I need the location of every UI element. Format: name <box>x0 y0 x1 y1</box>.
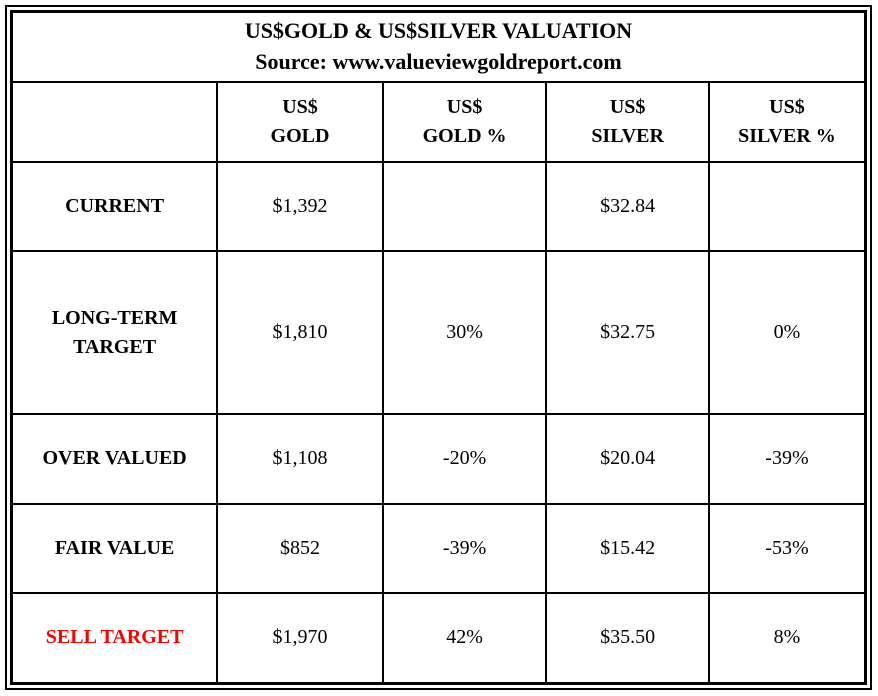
row-label: OVER VALUED <box>10 413 219 505</box>
gold-pct-value: -20% <box>381 413 548 505</box>
silver-value: $32.84 <box>545 160 710 252</box>
silver-value: $15.42 <box>545 502 710 594</box>
table-title: US$GOLD & US$SILVER VALUATION <box>244 17 633 43</box>
header-metric <box>10 80 219 163</box>
gold-pct-value: 30% <box>381 249 548 416</box>
table-row-over-valued: OVER VALUED $1,108 -20% $20.04 -39% <box>10 413 867 505</box>
row-label: FAIR VALUE <box>10 502 219 594</box>
table-row-fair-value: FAIR VALUE $852 -39% $15.42 -53% <box>10 502 867 594</box>
table-row-current: CURRENT $1,392 $32.84 <box>10 160 867 252</box>
silver-pct-value <box>707 160 867 252</box>
silver-pct-value: 8% <box>707 591 867 685</box>
row-label: LONG-TERM TARGET <box>10 249 219 416</box>
gold-pct-value <box>381 160 548 252</box>
gold-value: $1,970 <box>216 591 384 685</box>
header-gold-pct: US$ GOLD % <box>381 80 548 163</box>
header-silver-pct: US$ SILVER % <box>707 80 867 163</box>
header-silver: US$ SILVER <box>545 80 710 163</box>
silver-pct-value: -39% <box>707 413 867 505</box>
silver-pct-value: 0% <box>707 249 867 416</box>
row-label: SELL TARGET <box>10 591 219 685</box>
title-row: US$GOLD & US$SILVER VALUATION Source: ww… <box>10 10 867 83</box>
gold-pct-value: -39% <box>381 502 548 594</box>
gold-value: $1,392 <box>216 160 384 252</box>
silver-value: $20.04 <box>545 413 710 505</box>
gold-pct-value: 42% <box>381 591 548 685</box>
row-label: CURRENT <box>10 160 219 252</box>
gold-value: $1,810 <box>216 249 384 416</box>
gold-value: $1,108 <box>216 413 384 505</box>
header-gold: US$ GOLD <box>216 80 384 163</box>
table-source: Source: www.valueviewgoldreport.com <box>255 48 622 74</box>
table-row-sell-target: SELL TARGET $1,970 42% $35.50 8% <box>10 591 867 685</box>
valuation-table: US$GOLD & US$SILVER VALUATION Source: ww… <box>10 10 867 685</box>
silver-pct-value: -53% <box>707 502 867 594</box>
silver-value: $32.75 <box>545 249 710 416</box>
header-row: US$ GOLD US$ GOLD % US$ SILVER US$ SILVE… <box>10 80 867 163</box>
gold-value: $852 <box>216 502 384 594</box>
title-cell: US$GOLD & US$SILVER VALUATION Source: ww… <box>10 10 867 83</box>
table-outer-frame: US$GOLD & US$SILVER VALUATION Source: ww… <box>5 5 872 690</box>
silver-value: $35.50 <box>545 591 710 685</box>
table-row-long-term-target: LONG-TERM TARGET $1,810 30% $32.75 0% <box>10 249 867 416</box>
